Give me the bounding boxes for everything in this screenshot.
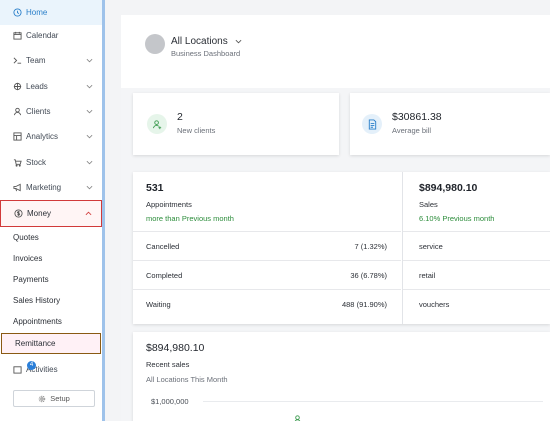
- megaphone-icon: [12, 183, 22, 193]
- sidebar-item-label: Stock: [26, 158, 47, 167]
- sidebar-subitem-appointments[interactable]: Appointments: [13, 317, 62, 326]
- activities-badge: 4: [27, 360, 36, 370]
- main-panel: All Locations Business Dashboard 2 New c…: [121, 15, 550, 421]
- row-name: Waiting: [146, 300, 171, 309]
- clock-icon: [12, 8, 22, 18]
- sidebar-item-label: Team: [26, 56, 46, 65]
- new-clients-label: New clients: [177, 126, 216, 135]
- leads-icon: [12, 82, 22, 92]
- average-bill-label: Average bill: [392, 126, 432, 135]
- sidebar-item-marketing[interactable]: Marketing: [0, 175, 102, 200]
- sidebar: Home Calendar Team Leads Clients Analyti…: [0, 0, 105, 421]
- sidebar-item-leads[interactable]: Leads: [0, 74, 102, 99]
- chevron-down-icon[interactable]: [86, 108, 93, 115]
- new-clients-icon: [147, 114, 167, 134]
- recent-sales-value: $894,980.10: [146, 342, 205, 354]
- sidebar-item-label: Calendar: [26, 31, 59, 40]
- column-divider: [402, 172, 403, 324]
- clients-icon: [12, 107, 22, 117]
- chevron-down-icon[interactable]: [86, 133, 93, 140]
- table-row: retail: [403, 260, 550, 289]
- row-name: vouchers: [419, 300, 450, 309]
- row-value: 36 (6.78%): [350, 271, 387, 280]
- recent-sales-title: Recent sales: [146, 360, 190, 369]
- recent-sales-card: $894,980.10 Recent sales All Locations T…: [133, 332, 550, 421]
- chevron-down-icon[interactable]: [86, 83, 93, 90]
- table-row: vouchers: [403, 289, 550, 318]
- row-name: retail: [419, 271, 436, 280]
- average-bill-value: $30861.38: [392, 111, 442, 123]
- setup-label: Setup: [50, 394, 70, 403]
- row-name: service: [419, 242, 443, 251]
- row-name: Completed: [146, 271, 183, 280]
- sidebar-item-home[interactable]: Home: [0, 0, 102, 25]
- analytics-icon: [12, 132, 22, 142]
- sidebar-item-team[interactable]: Team: [0, 48, 102, 73]
- sidebar-item-money[interactable]: Money: [0, 200, 102, 227]
- average-bill-card: $30861.38 Average bill: [350, 93, 550, 155]
- chevron-down-icon: [236, 39, 242, 44]
- receipt-icon: [362, 114, 382, 134]
- recent-sales-subtitle: All Locations This Month: [146, 375, 228, 384]
- row-value: 488 (91.90%): [341, 300, 387, 309]
- chart-marker-icon: [294, 415, 301, 421]
- table-row: service: [403, 231, 550, 260]
- sidebar-item-label: Analytics: [26, 132, 59, 141]
- sidebar-item-clients[interactable]: Clients: [0, 99, 102, 124]
- new-clients-card: 2 New clients: [133, 93, 339, 155]
- y-axis-tick: $1,000,000: [151, 397, 189, 406]
- gear-icon: [38, 395, 46, 402]
- sidebar-subitem-sales-history[interactable]: Sales History: [13, 296, 61, 305]
- stock-icon: [12, 158, 22, 168]
- activities-icon: 4: [12, 360, 36, 375]
- table-row: Completed 36 (6.78%): [133, 260, 401, 289]
- sidebar-item-activities[interactable]: 4 Activities: [0, 357, 102, 382]
- appointments-label: Appointments: [146, 200, 192, 209]
- sidebar-item-label: Leads: [26, 82, 48, 91]
- sidebar-subitem-invoices[interactable]: Invoices: [13, 254, 43, 263]
- team-icon: [12, 56, 22, 66]
- row-name: Cancelled: [146, 242, 180, 251]
- sales-trend: 6.10% Previous month: [419, 214, 495, 223]
- sales-value: $894,980.10: [419, 182, 478, 194]
- sidebar-item-label: Activities: [26, 365, 58, 374]
- sidebar-item-label: Money: [27, 209, 52, 218]
- location-avatar: [145, 34, 165, 54]
- sidebar-item-label: Clients: [26, 107, 51, 116]
- page-subtitle: Business Dashboard: [171, 49, 241, 58]
- appointments-trend: more than Previous month: [146, 214, 234, 223]
- appointments-sales-card: 531 Appointments more than Previous mont…: [133, 172, 550, 324]
- table-row: Waiting 488 (91.90%): [133, 289, 401, 318]
- appointments-value: 531: [146, 182, 164, 194]
- sidebar-item-stock[interactable]: Stock: [0, 150, 102, 175]
- sidebar-subitem-quotes[interactable]: Quotes: [13, 233, 39, 242]
- calendar-icon: [12, 31, 22, 41]
- setup-button[interactable]: Setup: [13, 390, 95, 407]
- location-name: All Locations: [171, 36, 228, 47]
- chart-gridline: [203, 401, 543, 402]
- sidebar-subitem-payments[interactable]: Payments: [13, 275, 49, 284]
- sidebar-item-calendar[interactable]: Calendar: [0, 23, 102, 48]
- location-selector[interactable]: All Locations: [171, 36, 242, 47]
- new-clients-value: 2: [177, 111, 183, 123]
- stats-area: 2 New clients $30861.38 Average bill 531…: [121, 88, 550, 421]
- chevron-down-icon[interactable]: [86, 159, 93, 166]
- row-value: 7 (1.32%): [354, 242, 387, 251]
- sales-label: Sales: [419, 200, 438, 209]
- chevron-down-icon[interactable]: [86, 57, 93, 64]
- sidebar-item-label: Marketing: [26, 183, 62, 192]
- chevron-down-icon[interactable]: [86, 184, 93, 191]
- table-row: Cancelled 7 (1.32%): [133, 231, 401, 260]
- sidebar-item-analytics[interactable]: Analytics: [0, 124, 102, 149]
- sidebar-item-label: Home: [26, 8, 48, 17]
- sidebar-subitem-remittance[interactable]: Remittance: [1, 333, 101, 354]
- chevron-up-icon[interactable]: [85, 210, 92, 217]
- money-icon: [13, 209, 23, 219]
